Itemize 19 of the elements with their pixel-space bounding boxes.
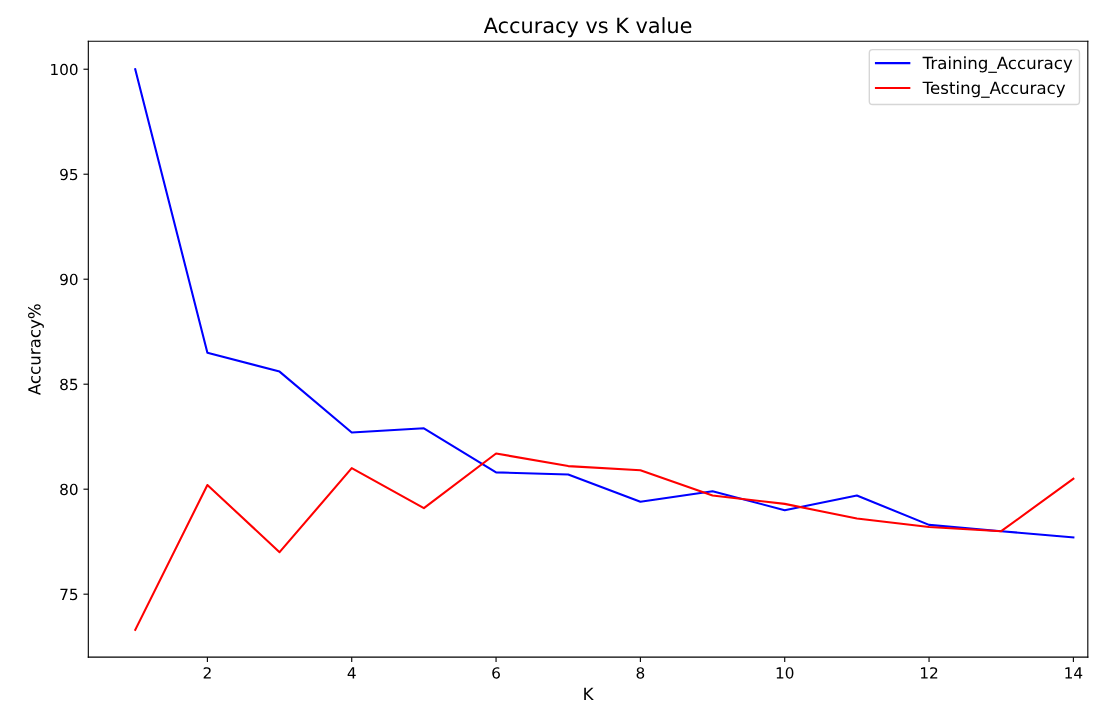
y-tick-label: 95 [60, 168, 78, 181]
y-tick-label: 90 [60, 273, 78, 286]
legend-label: Testing_Accuracy [922, 81, 1066, 98]
x-axis-title: K [584, 687, 594, 700]
x-tick-label: 8 [636, 667, 645, 679]
chart-title: Accuracy vs K value [483, 17, 692, 38]
y-tick-label: 80 [60, 483, 78, 496]
x-tick-label: 14 [1065, 667, 1083, 679]
x-tick-label: 4 [347, 667, 356, 679]
x-tick-label: 2 [203, 667, 211, 679]
line-series [134, 452, 1075, 631]
y-axis-title: Accuracy% [28, 304, 44, 396]
x-tick-label: 6 [492, 667, 500, 679]
y-tick-label: 75 [60, 588, 78, 601]
y-tick-label: 100 [51, 63, 78, 76]
legend-label: Training_Accuracy [922, 56, 1073, 73]
x-tick-label: 10 [776, 667, 794, 679]
y-tick-label: 85 [60, 378, 78, 391]
x-tick-label: 12 [921, 667, 938, 679]
